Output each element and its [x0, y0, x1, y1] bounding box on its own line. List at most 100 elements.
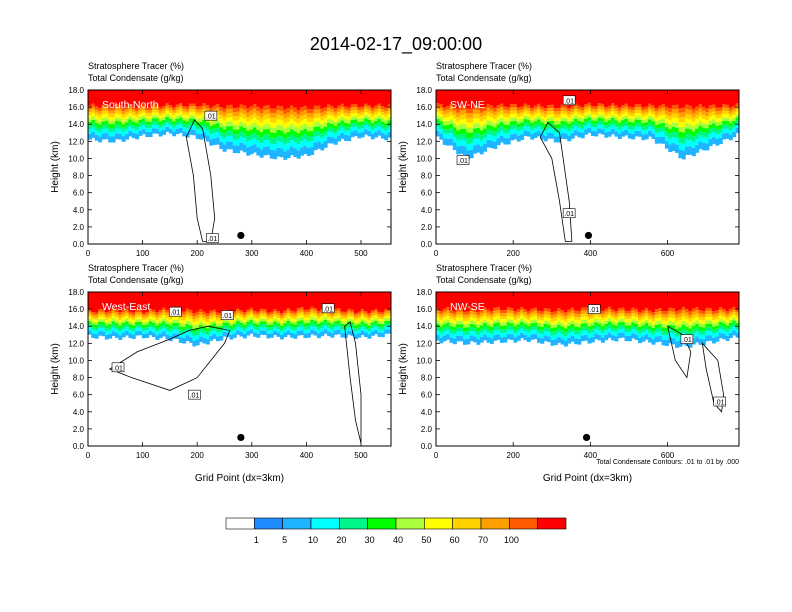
tracer-cell: [675, 321, 679, 325]
tracer-cell: [661, 131, 666, 137]
tracer-cell: [705, 317, 710, 321]
tracer-cell: [192, 103, 197, 107]
tracer-cell: [513, 113, 518, 118]
tracer-cell: [222, 108, 227, 113]
tracer-cell: [182, 117, 187, 121]
tracer-cell: [199, 324, 204, 329]
tracer-cell: [141, 315, 146, 318]
tracer-cell: [370, 322, 375, 326]
tracer-cell: [462, 90, 467, 106]
tracer-cell: [614, 325, 619, 329]
tracer-cell: [283, 320, 288, 324]
tracer-cell: [283, 317, 288, 321]
tracer-cell: [330, 324, 335, 327]
tracer-cell: [364, 115, 369, 119]
contour-label: .01: [208, 236, 218, 243]
tracer-cell: [286, 320, 291, 324]
tracer-cell: [323, 111, 328, 115]
y-tick-label: 8.0: [73, 374, 85, 383]
tracer-cell: [594, 322, 599, 326]
tracer-cell: [634, 330, 639, 335]
tracer-cell: [651, 108, 656, 112]
tracer-cell: [158, 115, 163, 119]
tracer-cell: [239, 312, 244, 316]
tracer-cell: [108, 310, 113, 314]
tracer-cell: [91, 109, 96, 114]
tracer-cell: [111, 324, 116, 328]
tracer-cell: [94, 327, 99, 331]
tracer-cell: [252, 310, 257, 314]
tracer-cell: [506, 138, 511, 145]
tracer-cell: [158, 317, 163, 321]
tracer-cell: [600, 326, 605, 330]
tracer-cell: [614, 313, 619, 317]
tracer-cell: [387, 120, 391, 124]
tracer-cell: [343, 126, 348, 131]
tracer-cell: [675, 317, 679, 322]
tracer-cell: [638, 131, 642, 137]
tracer-cell: [333, 121, 338, 126]
tracer-cell: [701, 334, 706, 340]
tracer-cell: [668, 314, 673, 318]
tracer-cell: [128, 324, 133, 328]
tracer-cell: [732, 330, 737, 336]
tracer-cell: [185, 118, 190, 122]
tracer-cell: [462, 119, 467, 124]
tracer-cell: [118, 121, 123, 126]
tracer-cell: [506, 315, 511, 320]
tracer-cell: [533, 326, 538, 330]
tracer-cell: [712, 333, 717, 338]
tracer-cell: [614, 316, 619, 320]
tracer-cell: [661, 114, 666, 119]
tracer-cell: [462, 114, 467, 120]
tracer-cell: [496, 326, 501, 330]
tracer-cell: [449, 119, 454, 124]
tracer-cell: [570, 331, 575, 336]
tracer-cell: [584, 292, 589, 308]
tracer-cell: [715, 292, 720, 311]
tracer-cell: [347, 110, 352, 114]
tracer-cell: [553, 330, 558, 335]
tracer-cell: [192, 125, 197, 130]
tracer-cell: [483, 326, 488, 331]
tracer-cell: [131, 109, 136, 113]
tracer-cell: [367, 107, 372, 111]
tracer-cell: [543, 323, 548, 328]
tracer-cell: [604, 109, 609, 113]
tracer-cell: [510, 307, 515, 311]
tracer-cell: [360, 90, 365, 107]
x-tick-label: 300: [245, 451, 259, 460]
tracer-cell: [442, 327, 447, 332]
tracer-cell: [533, 333, 538, 340]
tracer-cell: [624, 310, 629, 314]
tracer-cell: [493, 335, 498, 341]
tracer-cell: [574, 323, 578, 327]
tracer-cell: [473, 145, 477, 154]
tracer-cell: [644, 334, 649, 340]
tracer-cell: [367, 116, 372, 120]
tracer-cell: [310, 292, 315, 307]
tracer-cell: [466, 113, 471, 118]
tracer-cell: [229, 117, 234, 122]
tracer-cell: [377, 311, 382, 315]
tracer-cell: [574, 319, 578, 324]
tracer-cell: [94, 119, 99, 123]
tracer-cell: [550, 318, 555, 322]
tracer-cell: [263, 134, 268, 141]
tracer-cell: [279, 148, 284, 158]
tracer-cell: [638, 119, 642, 124]
tracer-cell: [131, 322, 136, 326]
tracer-cell: [543, 111, 548, 115]
tracer-cell: [483, 115, 488, 120]
tracer-cell: [145, 314, 150, 317]
tracer-cell: [236, 90, 241, 108]
tracer-cell: [648, 292, 653, 311]
tracer-cell: [384, 130, 389, 135]
tracer-cell: [303, 292, 308, 310]
tracer-cell: [104, 128, 109, 134]
tracer-cell: [364, 118, 369, 122]
tracer-cell: [182, 114, 187, 118]
tracer-cell: [215, 104, 220, 108]
tracer-cell: [722, 311, 727, 315]
tracer-cell: [661, 90, 666, 104]
